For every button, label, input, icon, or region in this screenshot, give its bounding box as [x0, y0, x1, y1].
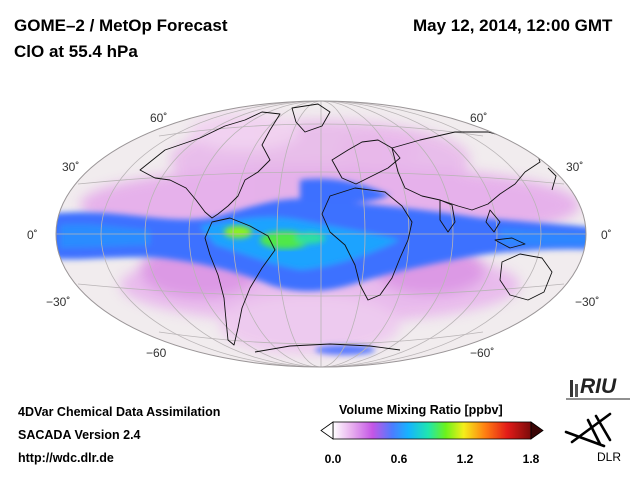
dlr-logo-text: DLR — [597, 450, 622, 464]
graticule — [56, 101, 586, 367]
coastlines — [139, 103, 557, 353]
lat-label-60s-left: −60 — [146, 346, 167, 360]
colorbar — [320, 421, 544, 440]
map-title: GOME–2 / MetOp Forecast — [14, 16, 228, 35]
lat-label-0-left: 0˚ — [27, 228, 38, 242]
lat-label-30s-left: −30˚ — [46, 295, 71, 309]
lat-label-60n-right: 60˚ — [470, 111, 488, 125]
lat-label-0-right: 0˚ — [601, 228, 612, 242]
footer-version: SACADA Version 2.4 — [18, 428, 141, 442]
map-subtitle: ClO at 55.4 hPa — [14, 42, 138, 61]
lat-label-60s-right: −60˚ — [470, 346, 495, 360]
concentration-field — [56, 101, 586, 367]
colorbar-tick: 1.8 — [522, 452, 540, 466]
globe-outline — [55, 100, 587, 368]
footer-url: http://wdc.dlr.de — [18, 451, 114, 465]
lat-label-30n-left: 30˚ — [62, 160, 80, 174]
colorbar-tick: 0.6 — [390, 452, 408, 466]
footer-method: 4DVar Chemical Data Assimilation — [18, 405, 221, 419]
colorbar-arrow-high — [530, 421, 544, 440]
lat-label-30s-right: −30˚ — [575, 295, 600, 309]
colorbar-title: Volume Mixing Ratio [ppbv] — [339, 403, 503, 417]
colorbar-tick: 1.2 — [456, 452, 474, 466]
colorbar-arrow-low — [320, 421, 334, 440]
dlr-logo — [564, 412, 612, 448]
colorbar-tick: 0.0 — [324, 452, 342, 466]
forecast-date: May 12, 2014, 12:00 GMT — [413, 16, 613, 35]
lat-label-30n-right: 30˚ — [566, 160, 584, 174]
colorbar-gradient — [332, 421, 532, 440]
lat-label-60n-left: 60˚ — [150, 111, 168, 125]
riu-logo — [566, 380, 630, 400]
riu-logo-text: RIU — [580, 375, 617, 398]
